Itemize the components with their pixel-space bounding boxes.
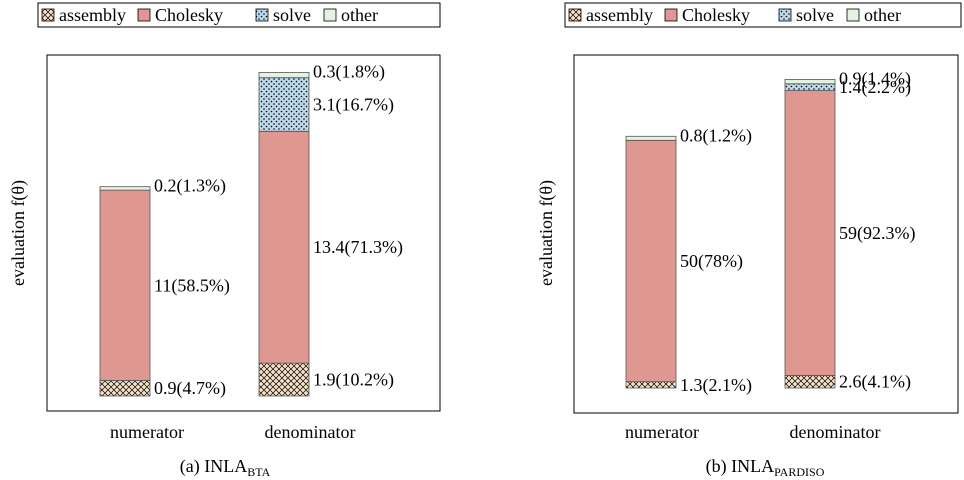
caption-a: (a) INLABTA — [180, 456, 271, 479]
other-segment-denominator-b — [784, 79, 836, 85]
data-label-other-denominator-b: 0.9(1.4%) — [839, 68, 911, 89]
other-swatch — [846, 8, 860, 22]
x-tick-denominator-b: denominator — [790, 422, 881, 442]
cholesky-segment-numerator-a — [99, 189, 151, 381]
data-label-cholesky-denominator-b: 59(92.3%) — [839, 223, 915, 244]
assembly-swatch — [41, 8, 55, 22]
cholesky-segment-denominator-a — [258, 130, 310, 364]
chart-panel-a: assembly Cholesky solve other evaluation… — [8, 2, 441, 479]
other-segment-denominator-a — [258, 72, 310, 79]
data-label-solve-denominator-b: 1.4(2.2%) — [839, 77, 911, 98]
data-label-other-numerator-b: 0.8(1.2%) — [680, 125, 752, 146]
data-label-cholesky-numerator-a: 11(58.5%) — [154, 275, 230, 296]
caption-b: (b) INLAPARDISO — [706, 456, 825, 479]
legend-label-cholesky: Cholesky — [155, 5, 223, 25]
y-axis-label-b: evaluation f(θ) — [536, 180, 557, 286]
legend-frame — [564, 2, 962, 28]
data-label-cholesky-denominator-a: 13.4(71.3%) — [313, 237, 403, 258]
plot-frame-a — [46, 54, 441, 412]
legend-frame — [37, 2, 441, 28]
other-swatch — [323, 8, 337, 22]
assembly-segment-denominator-a — [258, 362, 310, 397]
legend-label-solve: solve — [273, 5, 311, 25]
data-label-cholesky-numerator-b: 50(78%) — [680, 251, 743, 272]
data-label-assembly-denominator-a: 1.9(10.2%) — [313, 370, 394, 391]
cholesky-segment-denominator-b — [784, 90, 836, 376]
bars-b: 1.3(2.1%) 50(78%) 0.8(1.2%) 2.6(4.1%) 59(92.… — [625, 68, 915, 396]
x-tick-denominator-a: denominator — [265, 422, 356, 442]
legend-label-assembly: assembly — [59, 5, 126, 25]
legend-label-other: other — [341, 5, 378, 25]
legend-label-solve: solve — [796, 5, 834, 25]
other-segment-numerator-a — [99, 186, 151, 191]
legend-label-assembly: assembly — [586, 5, 653, 25]
legend-label-cholesky: Cholesky — [682, 5, 750, 25]
caption-sub-a: BTA — [247, 465, 270, 479]
data-label-assembly-denominator-b: 2.6(4.1%) — [839, 372, 911, 393]
caption-main-a: (a) INLA — [180, 456, 247, 477]
solve-swatch — [255, 8, 269, 22]
assembly-segment-denominator-b — [784, 375, 836, 389]
cholesky-segment-numerator-b — [625, 139, 677, 383]
caption-main-b: (b) INLA — [706, 456, 774, 477]
data-label-assembly-numerator-b: 1.3(2.1%) — [680, 375, 752, 396]
assembly-segment-numerator-a — [99, 380, 151, 397]
y-axis-label-a: evaluation f(θ) — [8, 180, 29, 286]
cholesky-swatch — [664, 8, 678, 22]
assembly-swatch — [568, 8, 582, 22]
solve-swatch — [778, 8, 792, 22]
legend-a: assembly Cholesky solve other — [37, 2, 441, 28]
chart-panel-b: assembly Cholesky solve other evaluation… — [536, 2, 962, 479]
plot-frame-b — [573, 54, 959, 414]
x-tick-numerator-a: numerator — [110, 422, 184, 442]
data-label-solve-denominator-a: 3.1(16.7%) — [313, 94, 394, 115]
assembly-segment-numerator-b — [625, 381, 677, 389]
data-label-other-numerator-a: 0.2(1.3%) — [154, 176, 226, 197]
bars-a: 0.9(4.7%) 11(58.5%) 0.2(1.3%) 1.9(10.2%) 13.… — [99, 61, 403, 399]
data-label-other-denominator-a: 0.3(1.8%) — [313, 61, 385, 82]
legend-label-other: other — [864, 5, 901, 25]
data-label-assembly-numerator-a: 0.9(4.7%) — [154, 378, 226, 399]
legend-b: assembly Cholesky solve other — [564, 2, 962, 28]
other-segment-numerator-b — [625, 135, 677, 141]
solve-segment-denominator-a — [258, 77, 310, 132]
solve-segment-denominator-b — [784, 83, 836, 91]
x-tick-numerator-b: numerator — [625, 422, 699, 442]
caption-sub-b: PARDISO — [774, 465, 825, 479]
cholesky-swatch — [137, 8, 151, 22]
